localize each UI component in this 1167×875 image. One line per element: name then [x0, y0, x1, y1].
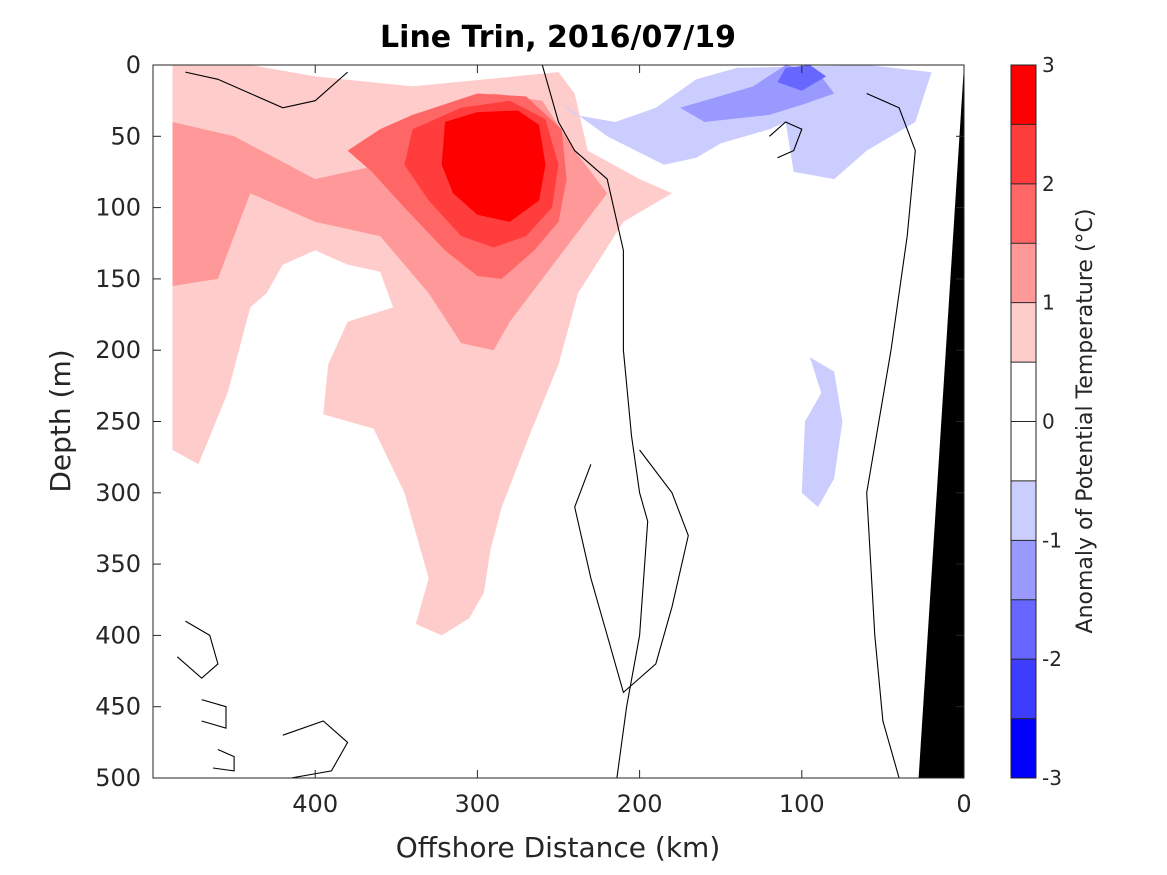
x-tick-label: 200	[617, 790, 663, 818]
anomaly-region-5	[558, 65, 932, 180]
zero-contour-4	[176, 620, 219, 679]
zero-contour-2	[866, 92, 916, 778]
y-tick-label: 350	[95, 550, 141, 578]
x-axis: 400 300 200 100 0	[292, 65, 972, 818]
colorbar-frame	[1010, 64, 1037, 779]
y-tick-label: 0	[126, 51, 141, 79]
bathymetry-shelf	[918, 65, 964, 778]
colorbar-band	[1011, 302, 1036, 363]
bathymetry-layer	[918, 65, 964, 778]
colorbar-band	[1011, 243, 1036, 303]
y-tick-label: 200	[95, 336, 141, 364]
chart-title: Line Trin, 2016/07/19	[380, 20, 736, 55]
anomaly-region-8	[777, 65, 827, 91]
colorbar-band	[1011, 183, 1036, 244]
y-tick-label: 50	[110, 122, 141, 150]
x-tick-label: 400	[292, 790, 338, 818]
colorbar-tick-label: 3	[1042, 53, 1055, 77]
colorbar-band	[1011, 362, 1036, 422]
y-tick-label: 100	[95, 194, 141, 222]
y-tick-label: 500	[95, 764, 141, 792]
colorbar-tick-label: 2	[1042, 172, 1055, 196]
y-tick-label: 300	[95, 479, 141, 507]
colorbar-band	[1011, 421, 1036, 481]
y-tick-label: 150	[95, 265, 141, 293]
zero-contour-3	[185, 71, 348, 109]
zero-contour-8	[769, 121, 803, 159]
x-tick-label: 0	[956, 790, 971, 818]
colorbar-band	[1011, 65, 1036, 125]
zero-contour-5	[201, 699, 227, 729]
y-tick-label: 400	[95, 621, 141, 649]
colorbar-tick-label: -1	[1042, 528, 1062, 552]
colorbar-band	[1011, 599, 1036, 660]
zero-contour-1	[574, 449, 689, 694]
colorbar-band	[1011, 124, 1036, 184]
colorbar-band	[1011, 480, 1036, 541]
y-tick-label: 250	[95, 408, 141, 436]
anomaly-region-4	[441, 110, 546, 222]
y-axis-title: Depth (m)	[44, 349, 77, 492]
zero-contour-7	[282, 720, 349, 778]
y-axis: 0 50 100 150 200 250 300 350 400 450 500	[95, 51, 964, 792]
y-tick-label: 450	[95, 693, 141, 721]
x-tick-label: 100	[779, 790, 825, 818]
zero-contour-0	[541, 65, 649, 778]
zero-contour-layer	[176, 65, 916, 778]
colorbar-tick-label: -2	[1042, 647, 1062, 671]
x-axis-title: Offshore Distance (km)	[396, 831, 721, 864]
colorbar-band	[1011, 659, 1036, 719]
zero-contour-6	[212, 748, 235, 772]
anomaly-fill-layer	[172, 65, 932, 636]
colorbar-band	[1011, 540, 1036, 600]
colorbar: 3 2 1 0 -1 -2 -3	[1010, 53, 1062, 790]
colorbar-tick-label: -3	[1042, 766, 1062, 790]
anomaly-region-6	[801, 357, 843, 508]
colorbar-tick-label: 1	[1042, 291, 1055, 315]
colorbar-tick-label: 0	[1042, 410, 1055, 434]
colorbar-title: Anomaly of Potential Temperature (°C)	[1073, 209, 1098, 634]
x-tick-label: 300	[454, 790, 500, 818]
colorbar-band	[1011, 718, 1036, 778]
